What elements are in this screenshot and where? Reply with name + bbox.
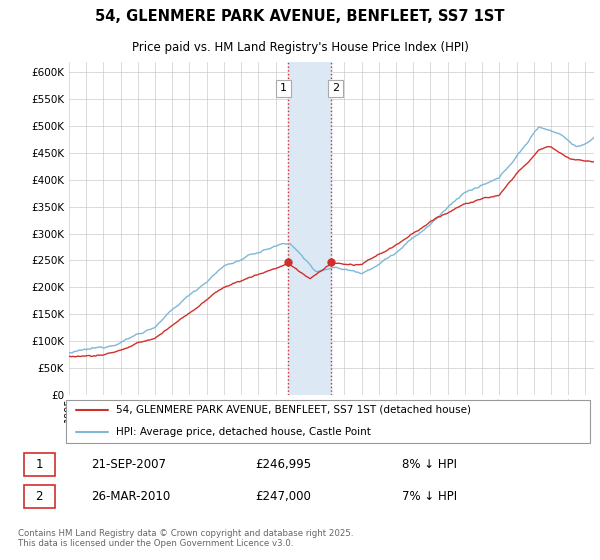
Text: 1: 1 xyxy=(35,458,43,471)
FancyBboxPatch shape xyxy=(23,453,55,476)
Text: 26-MAR-2010: 26-MAR-2010 xyxy=(91,490,170,503)
Text: Contains HM Land Registry data © Crown copyright and database right 2025.
This d: Contains HM Land Registry data © Crown c… xyxy=(18,529,353,548)
FancyBboxPatch shape xyxy=(65,399,590,444)
Text: £247,000: £247,000 xyxy=(255,490,311,503)
Text: 21-SEP-2007: 21-SEP-2007 xyxy=(91,458,166,471)
Text: 54, GLENMERE PARK AVENUE, BENFLEET, SS7 1ST (detached house): 54, GLENMERE PARK AVENUE, BENFLEET, SS7 … xyxy=(116,405,471,415)
Text: 8% ↓ HPI: 8% ↓ HPI xyxy=(401,458,457,471)
Text: £246,995: £246,995 xyxy=(255,458,311,471)
Text: Price paid vs. HM Land Registry's House Price Index (HPI): Price paid vs. HM Land Registry's House … xyxy=(131,41,469,54)
Text: 7% ↓ HPI: 7% ↓ HPI xyxy=(401,490,457,503)
Text: 2: 2 xyxy=(332,83,339,94)
Text: 1: 1 xyxy=(280,83,287,94)
Bar xyxy=(288,62,331,395)
Text: 2: 2 xyxy=(35,490,43,503)
FancyBboxPatch shape xyxy=(23,485,55,508)
Text: HPI: Average price, detached house, Castle Point: HPI: Average price, detached house, Cast… xyxy=(116,427,371,437)
Text: 54, GLENMERE PARK AVENUE, BENFLEET, SS7 1ST: 54, GLENMERE PARK AVENUE, BENFLEET, SS7 … xyxy=(95,9,505,24)
